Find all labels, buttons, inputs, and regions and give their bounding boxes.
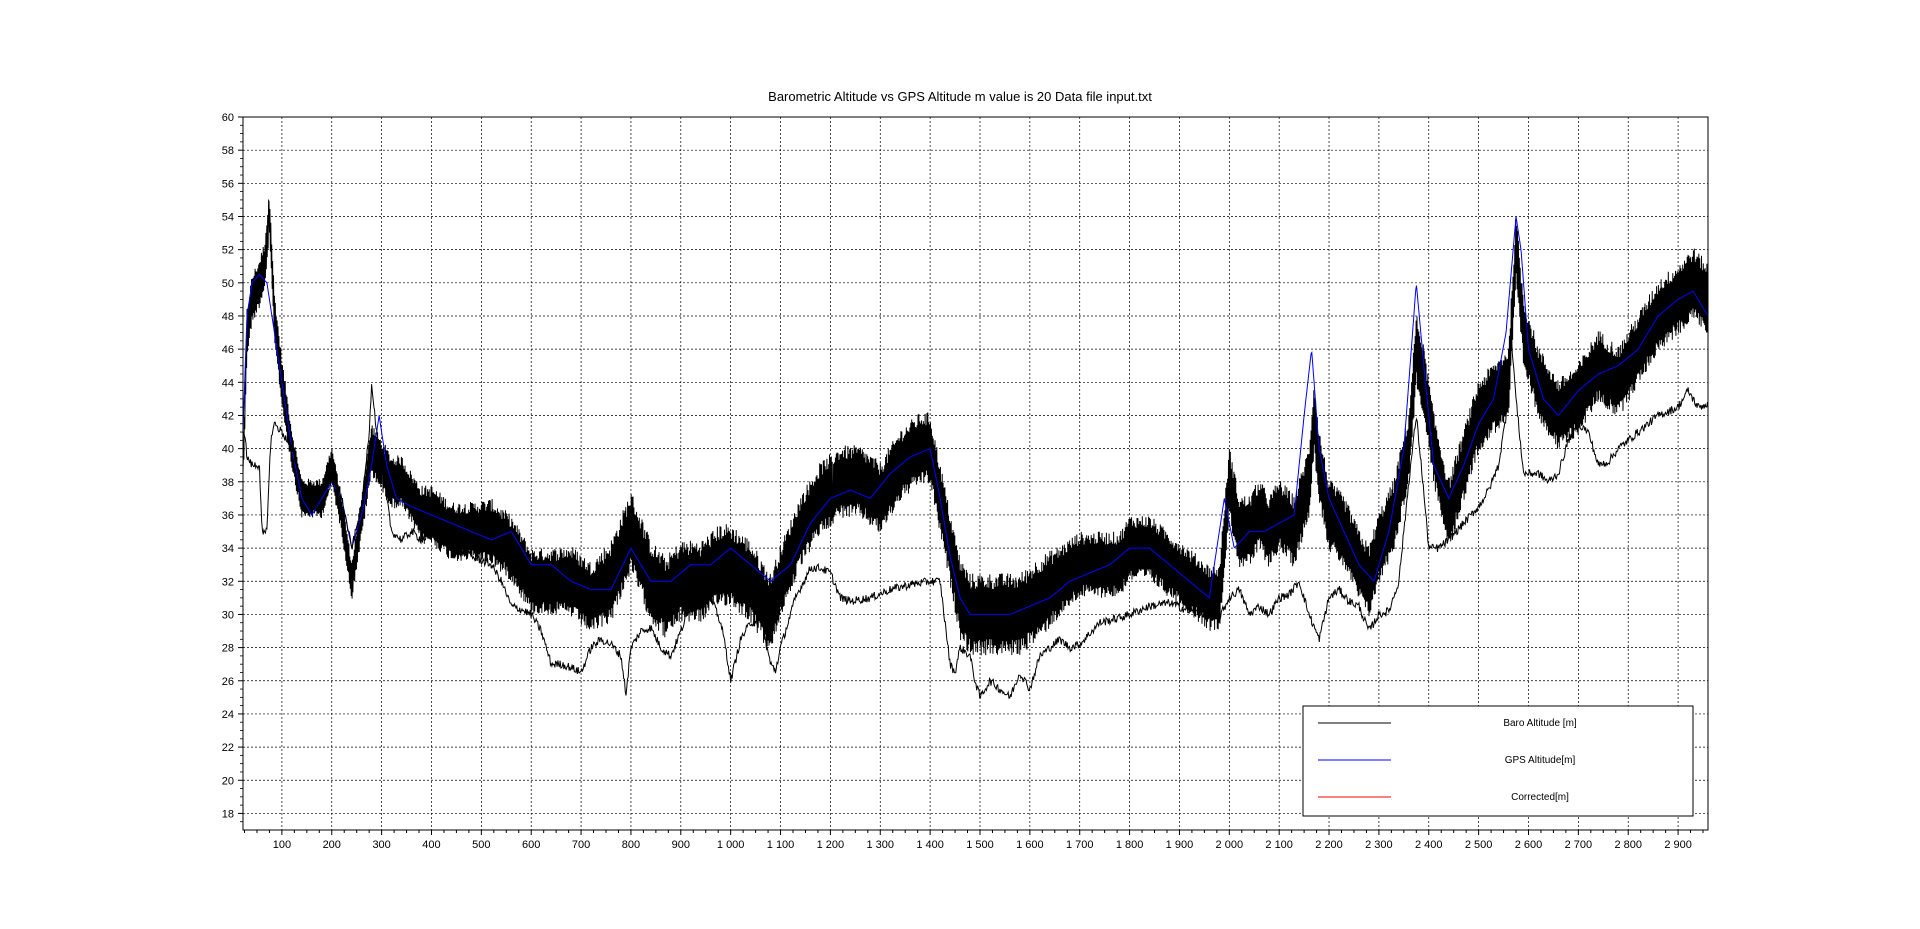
y-tick-label: 32 [222,576,234,588]
legend-box [1302,705,1694,817]
x-tick-label: 1 100 [767,839,795,851]
x-tick-label: 1 600 [1016,839,1044,851]
legend-label: Baro Altitude [m] [1503,718,1577,729]
x-tick-label: 2 900 [1664,839,1692,851]
x-tick-label: 1 000 [717,839,745,851]
y-tick-label: 34 [222,543,234,555]
y-tick-label: 24 [222,709,234,721]
x-tick-label: 400 [422,839,440,851]
x-tick-label: 2 800 [1614,839,1642,851]
x-tick-label: 100 [273,839,291,851]
x-tick-label: 700 [572,839,590,851]
y-tick-label: 48 [222,311,234,323]
x-tick-label: 1 300 [866,839,894,851]
y-tick-label: 30 [222,609,234,621]
y-tick-label: 58 [222,145,234,157]
y-tick-label: 36 [222,510,234,522]
x-tick-label: 800 [622,839,640,851]
series-line-baro-band [242,198,1709,656]
y-tick-label: 26 [222,676,234,688]
y-tick-label: 54 [222,211,234,223]
x-tick-label: 1 800 [1116,839,1144,851]
y-tick-label: 18 [222,808,234,820]
x-tick-label: 600 [522,839,540,851]
series-line-gps [242,216,1708,615]
y-tick-label: 60 [222,112,234,124]
legend-label: Corrected[m] [1511,792,1569,803]
axis-layer: 100 200 300 400 500 600 700 800 900 1 000 1 100 1 2… [222,112,1704,851]
y-tick-label: 20 [222,775,234,787]
legend: Baro Altitude [m] GPS Altitude[m] Correcte… [1302,705,1694,817]
y-tick-label: 28 [222,643,234,655]
y-tick-label: 22 [222,742,234,754]
x-tick-label: 1 200 [817,839,845,851]
x-tick-label: 2 600 [1515,839,1543,851]
x-tick-label: 2 500 [1465,839,1493,851]
x-tick-label: 200 [323,839,341,851]
x-tick-label: 1 700 [1066,839,1094,851]
x-tick-label: 2 400 [1415,839,1443,851]
x-tick-label: 2 100 [1265,839,1293,851]
x-tick-label: 900 [672,839,690,851]
y-tick-label: 52 [222,245,234,257]
y-tick-label: 42 [222,410,234,422]
x-tick-label: 1 500 [966,839,994,851]
chart-title: Barometric Altitude vs GPS Altitude m va… [768,89,1152,104]
y-tick-label: 46 [222,344,234,356]
x-tick-label: 500 [472,839,490,851]
x-tick-label: 2 200 [1315,839,1343,851]
series-layer [242,198,1709,699]
y-tick-label: 38 [222,477,234,489]
series-line-baro [242,335,1708,699]
y-tick-label: 40 [222,444,234,456]
x-tick-label: 2 700 [1565,839,1593,851]
y-tick-label: 56 [222,178,234,190]
y-tick-label: 50 [222,278,234,290]
y-tick-label: 44 [222,377,234,389]
x-tick-label: 300 [372,839,390,851]
legend-label: GPS Altitude[m] [1505,755,1576,766]
x-tick-label: 2 000 [1216,839,1244,851]
x-tick-label: 2 300 [1365,839,1393,851]
x-tick-label: 1 400 [916,839,944,851]
x-tick-label: 1 900 [1166,839,1194,851]
